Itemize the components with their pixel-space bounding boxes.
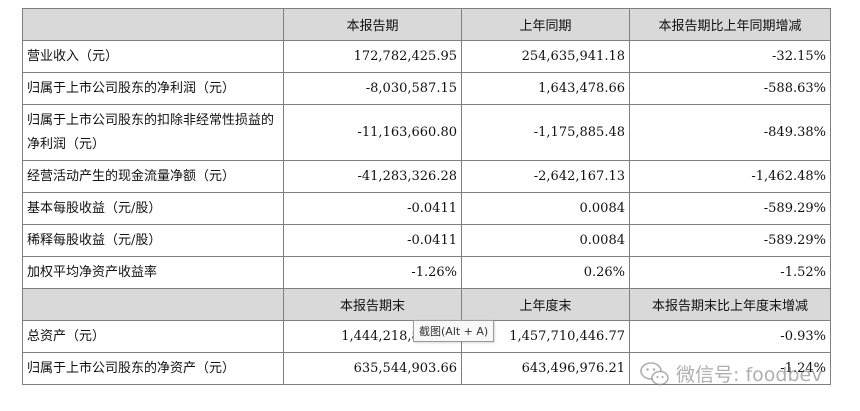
cell-current: -1.26% [283, 256, 462, 289]
table-row: 基本每股收益（元/股） -0.0411 0.0084 -589.29% [22, 192, 831, 225]
table-header-row: 本报告期末 上年度末 本报告期末比上年度末增减 [22, 288, 831, 321]
table-row: 归属于上市公司股东的净利润（元） -8,030,587.15 1,643,478… [22, 72, 831, 105]
header-blank-cell [22, 8, 284, 41]
cell-current: 635,544,903.66 [283, 352, 462, 385]
cell-current: 172,782,425.95 [283, 40, 462, 73]
table-row: 稀释每股收益（元/股） -0.0411 0.0084 -589.29% [22, 224, 831, 257]
cell-prior: 0.0084 [461, 192, 630, 225]
cell-prior: -2,642,167.13 [461, 160, 630, 193]
header-change: 本报告期末比上年度末增减 [629, 288, 831, 321]
row-label: 经营活动产生的现金流量净额（元） [22, 160, 284, 193]
cell-prior: 254,635,941.18 [461, 40, 630, 73]
cell-current: -11,163,660.80 [283, 104, 462, 161]
cell-change: -589.29% [629, 224, 831, 257]
screenshot-tooltip: 截图(Alt + A) [413, 320, 495, 342]
header-prior-year-end: 上年度末 [461, 288, 630, 321]
cell-prior: 0.0084 [461, 224, 630, 257]
header-current-period: 本报告期 [283, 8, 462, 41]
cell-prior: 1,643,478.66 [461, 72, 630, 105]
cell-change: -0.93% [629, 320, 831, 353]
table-header-row: 本报告期 上年同期 本报告期比上年同期增减 [22, 8, 831, 41]
cell-change: -1.52% [629, 256, 831, 289]
table-row: 经营活动产生的现金流量净额（元） -41,283,326.28 -2,642,1… [22, 160, 831, 193]
header-blank-cell [22, 288, 284, 321]
header-period-end: 本报告期末 [283, 288, 462, 321]
cell-change: -32.15% [629, 40, 831, 73]
cell-prior: 643,496,976.21 [461, 352, 630, 385]
row-label: 归属于上市公司股东的扣除非经常性损益的净利润（元） [22, 104, 284, 161]
table-row: 归属于上市公司股东的净资产（元） 635,544,903.66 643,496,… [22, 352, 831, 385]
table-row: 营业收入（元） 172,782,425.95 254,635,941.18 -3… [22, 40, 831, 73]
row-label: 营业收入（元） [22, 40, 284, 73]
row-label: 加权平均净资产收益率 [22, 256, 284, 289]
financial-summary-table: 本报告期 上年同期 本报告期比上年同期增减 营业收入（元） 172,782,42… [22, 8, 831, 385]
cell-current: -0.0411 [283, 224, 462, 257]
row-label: 稀释每股收益（元/股） [22, 224, 284, 257]
cell-current: -41,283,326.28 [283, 160, 462, 193]
row-label: 总资产（元） [22, 320, 284, 353]
row-label: 归属于上市公司股东的净利润（元） [22, 72, 284, 105]
row-label: 基本每股收益（元/股） [22, 192, 284, 225]
cell-current: -8,030,587.15 [283, 72, 462, 105]
header-prior-period: 上年同期 [461, 8, 630, 41]
cell-prior: 0.26% [461, 256, 630, 289]
cell-change: -588.63% [629, 72, 831, 105]
cell-current: -0.0411 [283, 192, 462, 225]
row-label: 归属于上市公司股东的净资产（元） [22, 352, 284, 385]
cell-prior: -1,175,885.48 [461, 104, 630, 161]
table-row: 归属于上市公司股东的扣除非经常性损益的净利润（元） -11,163,660.80… [22, 104, 831, 161]
cell-change: -849.38% [629, 104, 831, 161]
header-change: 本报告期比上年同期增减 [629, 8, 831, 41]
table-row: 加权平均净资产收益率 -1.26% 0.26% -1.52% [22, 256, 831, 289]
cell-change: -589.29% [629, 192, 831, 225]
cell-change: -1.24% [629, 352, 831, 385]
cell-change: -1,462.48% [629, 160, 831, 193]
